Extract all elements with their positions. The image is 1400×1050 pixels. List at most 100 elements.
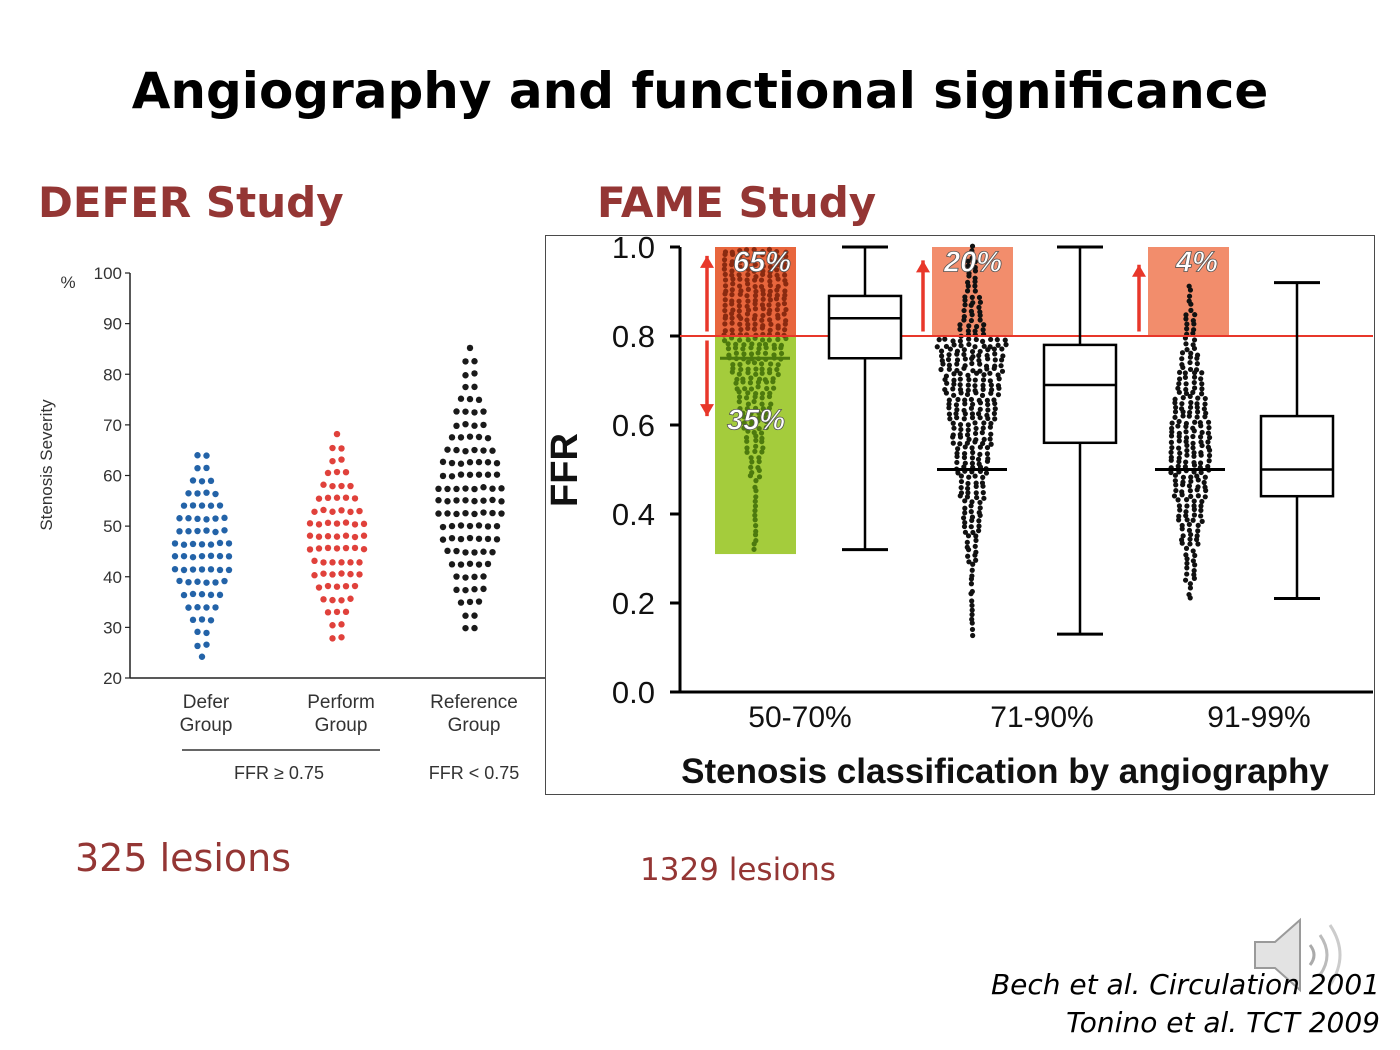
data-point — [740, 410, 746, 416]
data-point — [741, 420, 747, 426]
data-point — [480, 585, 487, 593]
data-point — [744, 317, 750, 323]
data-point — [962, 294, 968, 300]
data-point — [745, 401, 751, 407]
group-label: FFR < 0.75 — [429, 763, 520, 783]
data-point — [338, 570, 345, 577]
data-point — [471, 624, 478, 632]
data-point — [1177, 507, 1183, 513]
data-point — [489, 509, 496, 517]
data-point — [749, 420, 755, 426]
data-point — [1187, 488, 1193, 494]
data-point — [1191, 572, 1197, 578]
data-point — [311, 557, 318, 565]
data-point — [1180, 533, 1186, 539]
data-point — [198, 616, 206, 623]
x-category-label: Group — [180, 715, 233, 736]
data-point — [752, 293, 759, 299]
data-point — [758, 361, 765, 367]
data-point — [1173, 404, 1179, 411]
data-point — [1188, 400, 1194, 406]
data-point — [435, 497, 442, 504]
data-point — [973, 336, 979, 343]
data-point — [738, 326, 744, 333]
data-point — [980, 490, 986, 496]
data-point — [198, 541, 206, 548]
data-point — [1186, 521, 1192, 528]
data-point — [773, 248, 780, 255]
data-point — [762, 377, 768, 383]
data-point — [1195, 522, 1201, 529]
data-point — [767, 390, 773, 396]
data-point — [751, 398, 757, 405]
data-point — [734, 376, 740, 382]
data-point — [965, 387, 971, 393]
data-point — [1191, 450, 1197, 456]
data-point — [722, 283, 729, 289]
data-point — [453, 547, 460, 555]
data-point — [462, 447, 469, 455]
data-point — [1187, 536, 1193, 542]
data-point — [962, 363, 968, 369]
data-point — [721, 337, 728, 344]
data-point — [1179, 362, 1185, 368]
data-point — [767, 317, 773, 323]
data-point — [748, 351, 755, 357]
data-point — [1180, 395, 1186, 401]
data-point — [760, 406, 766, 412]
data-point — [736, 399, 742, 405]
data-point — [1187, 409, 1193, 416]
data-point — [988, 431, 994, 437]
data-point — [324, 519, 332, 527]
data-point — [723, 288, 729, 294]
data-point — [775, 262, 781, 268]
speaker-icon[interactable] — [1250, 910, 1360, 1000]
data-point — [966, 474, 972, 480]
data-point — [1192, 552, 1198, 559]
data-point — [466, 522, 474, 530]
data-point — [338, 621, 345, 628]
y-axis-label: Stenosis Severity — [37, 399, 56, 531]
data-point — [737, 258, 743, 264]
data-point — [969, 573, 975, 579]
data-point — [744, 406, 750, 412]
data-point — [471, 485, 478, 493]
data-point — [333, 494, 341, 501]
data-point — [964, 432, 971, 438]
data-point — [225, 566, 233, 574]
data-point — [194, 628, 201, 636]
data-point — [738, 366, 744, 373]
data-point — [995, 342, 1001, 348]
data-point — [767, 278, 773, 284]
data-point — [969, 588, 975, 595]
data-point — [743, 395, 750, 401]
data-point — [972, 388, 978, 394]
data-point — [1192, 312, 1198, 318]
data-point — [753, 437, 759, 444]
data-point — [983, 470, 990, 476]
data-point — [180, 566, 188, 574]
data-point — [767, 366, 773, 373]
data-point — [722, 321, 728, 327]
data-point — [749, 459, 755, 465]
data-point — [1173, 482, 1179, 488]
data-point — [957, 326, 963, 332]
data-point — [189, 553, 197, 561]
data-point — [1190, 425, 1196, 431]
data-point — [983, 363, 990, 369]
data-point — [957, 376, 963, 382]
data-point — [1183, 386, 1189, 393]
data-point — [1187, 393, 1193, 399]
data-point — [1172, 414, 1178, 420]
data-point — [1199, 386, 1205, 392]
data-point — [1188, 474, 1194, 480]
data-point — [1199, 518, 1205, 524]
data-point — [745, 321, 751, 328]
data-point — [756, 346, 762, 352]
data-point — [737, 248, 743, 254]
data-point — [958, 478, 965, 485]
data-point — [194, 527, 201, 535]
data-point — [471, 612, 478, 619]
data-point — [194, 604, 201, 611]
data-point — [1179, 401, 1185, 407]
